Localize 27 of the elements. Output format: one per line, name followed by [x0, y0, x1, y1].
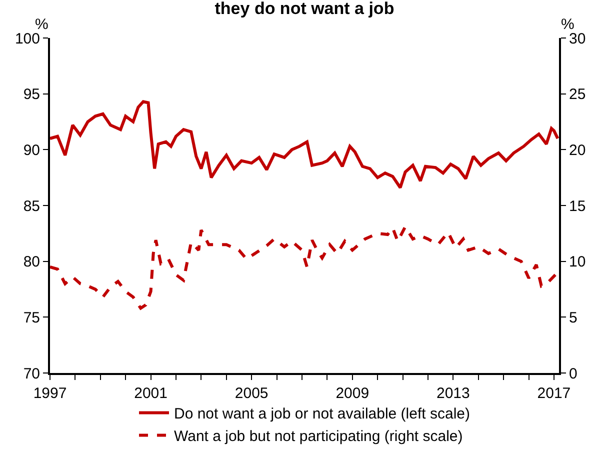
- y2-tick-label: 25: [569, 86, 586, 104]
- y2-tick-label: 10: [569, 254, 586, 271]
- chart-title: they do not want a job: [214, 0, 394, 18]
- y-axis-title: %: [35, 16, 48, 33]
- y-tick-label: 70: [23, 365, 40, 382]
- y-tick-label: 95: [23, 86, 40, 104]
- line-series: [50, 225, 558, 310]
- x-tick-label: 2009: [336, 385, 370, 402]
- y-tick-label: 80: [23, 254, 40, 271]
- y2-tick-label: 15: [569, 198, 586, 215]
- line-series: [50, 100, 559, 190]
- y-tick-label: 85: [23, 198, 40, 215]
- x-tick-label: 2017: [537, 385, 571, 402]
- y2-tick-label: 0: [569, 365, 578, 382]
- y-tick-label: 75: [23, 309, 40, 326]
- y2-axis-title: %: [561, 16, 574, 33]
- x-tick-label: 2013: [436, 385, 470, 402]
- y2-tick-label: 5: [569, 309, 578, 326]
- y2-tick-label: 30: [569, 30, 586, 48]
- x-tick-label: 2001: [134, 385, 168, 402]
- x-tick-label: 2005: [234, 385, 268, 402]
- y-tick-label: 90: [23, 142, 40, 159]
- x-tick-label: 1997: [33, 385, 67, 402]
- y-tick-label: 100: [14, 30, 40, 48]
- y2-tick-label: 20: [569, 142, 586, 159]
- legend-label: Do not want a job or not available (left scale): [174, 406, 470, 423]
- legend-label: Want a job but not participating (right scale): [174, 428, 463, 446]
